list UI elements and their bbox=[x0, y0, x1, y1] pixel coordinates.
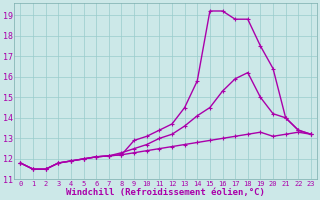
X-axis label: Windchill (Refroidissement éolien,°C): Windchill (Refroidissement éolien,°C) bbox=[66, 188, 265, 197]
